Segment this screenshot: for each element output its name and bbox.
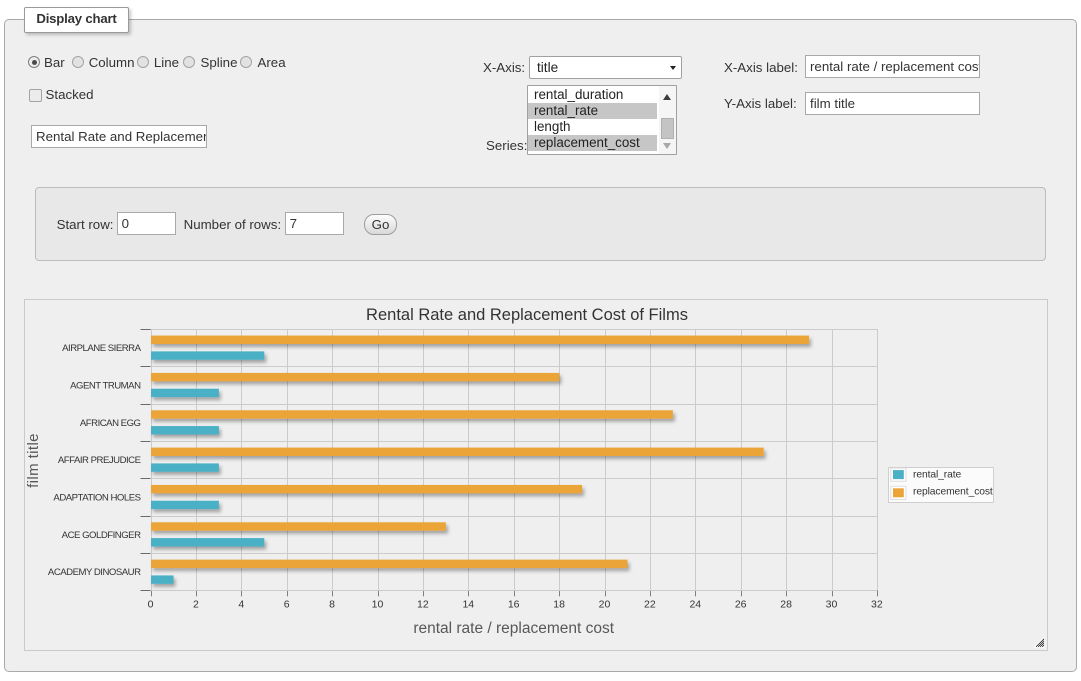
svg-text:ACE GOLDFINGER: ACE GOLDFINGER bbox=[62, 530, 141, 541]
svg-text:2: 2 bbox=[193, 598, 199, 610]
svg-text:replacement_cost: replacement_cost bbox=[913, 487, 993, 498]
svg-text:28: 28 bbox=[780, 598, 792, 610]
svg-text:6: 6 bbox=[284, 598, 290, 610]
svg-text:22: 22 bbox=[644, 598, 656, 610]
svg-text:18: 18 bbox=[553, 598, 565, 610]
svg-text:32: 32 bbox=[871, 598, 883, 610]
svg-text:8: 8 bbox=[329, 598, 335, 610]
svg-text:AIRPLANE SIERRA: AIRPLANE SIERRA bbox=[62, 343, 141, 354]
svg-text:rental_rate: rental_rate bbox=[913, 469, 962, 480]
svg-text:10: 10 bbox=[372, 598, 384, 610]
svg-text:ACADEMY DINOSAUR: ACADEMY DINOSAUR bbox=[48, 567, 141, 578]
svg-text:AFFAIR PREJUDICE: AFFAIR PREJUDICE bbox=[58, 455, 141, 466]
svg-text:AGENT TRUMAN: AGENT TRUMAN bbox=[70, 381, 141, 392]
svg-text:26: 26 bbox=[735, 598, 747, 610]
svg-text:rental rate / replacement cost: rental rate / replacement cost bbox=[413, 620, 614, 637]
svg-text:0: 0 bbox=[148, 598, 154, 610]
svg-text:film title: film title bbox=[25, 433, 42, 488]
svg-text:30: 30 bbox=[826, 598, 838, 610]
svg-text:16: 16 bbox=[508, 598, 520, 610]
svg-text:20: 20 bbox=[599, 598, 611, 610]
svg-text:12: 12 bbox=[417, 598, 429, 610]
svg-text:24: 24 bbox=[689, 598, 701, 610]
svg-text:AFRICAN EGG: AFRICAN EGG bbox=[80, 418, 141, 429]
svg-text:14: 14 bbox=[462, 598, 474, 610]
svg-text:4: 4 bbox=[238, 598, 244, 610]
svg-text:Rental Rate and Replacement Co: Rental Rate and Replacement Cost of Film… bbox=[366, 306, 688, 324]
svg-text:ADAPTATION HOLES: ADAPTATION HOLES bbox=[53, 493, 140, 504]
